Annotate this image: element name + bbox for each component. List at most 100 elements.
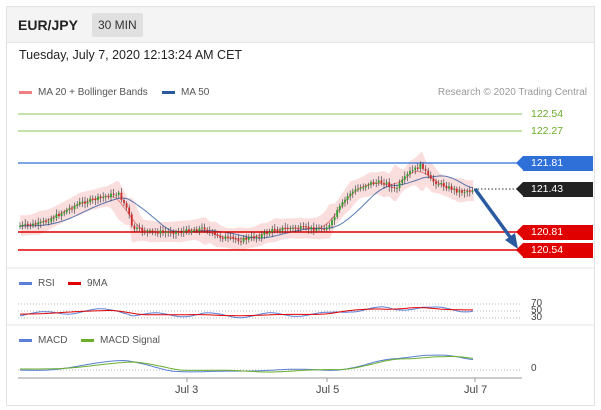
candle-body [24,223,27,225]
candle-body [258,237,261,239]
candle-body [281,227,284,231]
candle-body [453,188,456,190]
candle-body [172,233,175,235]
candle-body [110,193,112,198]
candle-body [193,229,196,231]
candle-body [362,187,365,189]
level-label-122-27: 122.27 [531,125,564,137]
candle-body [138,227,141,229]
candle-body [47,221,50,223]
candle-body [55,214,58,219]
candle-body [445,186,448,189]
legend-rsi: RSI [19,278,55,289]
candle-body [341,202,344,207]
candle-body [424,168,427,171]
candle-body [125,203,128,208]
candle-body [136,227,138,230]
candle-body [289,228,292,230]
candle-body [328,225,331,228]
candle-body [39,222,42,224]
candle-body [331,220,333,226]
candle-body [380,180,383,184]
candle-body [312,227,315,231]
candle-body [432,178,435,182]
legend-rsi-label: RSI [38,278,55,289]
candle-body [99,196,102,198]
candle-body [216,235,219,237]
candle-body [130,214,133,226]
candle-body [214,232,216,236]
candle-body [294,227,297,229]
candle-body [364,186,367,188]
candle-body [390,186,393,188]
currency-pair: EUR/JPY [18,17,78,33]
candle-body [370,182,372,185]
level-tag-121-81: 121.81 [516,156,593,171]
candle-body [71,208,73,210]
candle-body [273,228,276,231]
legend-ma20-label: MA 20 + Bollinger Bands [38,87,148,98]
candle-body [182,231,185,233]
candle-body [177,231,180,233]
level-tag-121-43: 121.43 [516,182,593,197]
x-label-jul5: Jul 5 [316,384,340,396]
candle-body [102,196,105,198]
candle-body [279,230,281,232]
level-tag-text: 121.81 [531,157,564,169]
rsi-label-50: 50 [531,305,543,316]
rsi-label-70: 70 [531,298,543,309]
candle-body [448,186,450,189]
candle-body [29,224,32,226]
candle-body [240,241,242,243]
candle-body [229,236,232,238]
candle-body [227,236,229,238]
candle-body [427,170,430,176]
level-tag-120-81: 120.81 [516,225,593,240]
legend-9ma: 9MA [68,278,108,289]
candle-body [50,218,53,222]
candle-body [349,193,352,197]
candle-body [416,167,419,169]
candle-body [458,191,461,193]
candle-body [466,191,469,193]
candle-body [123,200,125,204]
research-credit: Research © 2020 Trading Central [437,87,587,98]
candle-body [346,196,349,200]
macd-label-0: 0 [531,363,537,374]
candle-body [315,229,318,231]
candle-body [195,229,198,232]
candle-body [232,236,235,239]
level-tag-text: 121.43 [531,183,564,195]
candle-body [429,175,432,179]
candle-body [141,227,144,232]
candle-body [32,223,34,226]
candle-body [19,225,21,227]
candlesticks [19,161,474,246]
candle-body [471,190,474,192]
candle-body [203,227,206,230]
candle-body [117,192,120,195]
candle-body [154,231,157,233]
legend-macd-label: MACD [38,335,68,346]
interval-button[interactable]: 30 MIN [92,13,143,37]
candle-body [463,192,466,194]
x-label-jul3: Jul 3 [175,384,199,396]
candle-body [318,228,320,230]
candle-body [442,183,445,187]
candle-body [221,237,224,239]
candle-body [276,230,279,232]
candle-body [305,226,307,228]
candle-body [63,212,66,214]
candle-body [409,170,411,175]
candle-body [333,216,336,221]
candle-body [320,228,323,230]
level-tag-text: 120.81 [531,226,564,238]
candle-body [351,191,354,194]
level-tag-text: 120.54 [531,244,564,256]
level-tag-120-54: 120.54 [516,243,593,258]
candle-body [292,227,294,229]
candle-body [414,167,417,171]
candle-body [406,174,409,177]
candle-body [81,201,84,203]
candle-body [422,164,424,169]
